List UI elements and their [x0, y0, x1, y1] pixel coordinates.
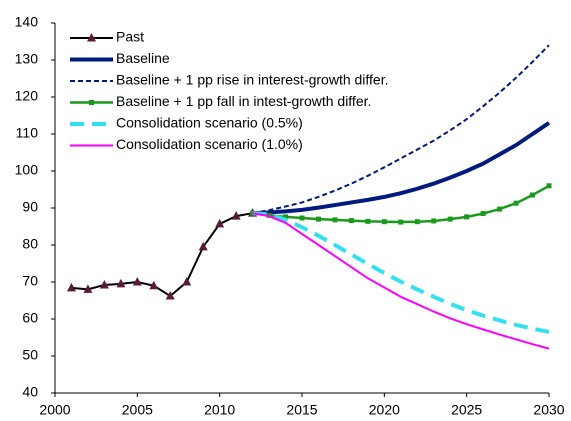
marker-triangle	[215, 218, 225, 228]
marker-triangle	[66, 282, 76, 292]
x-tick-label: 2010	[204, 402, 235, 418]
y-tick-label: 80	[22, 236, 38, 252]
marker-triangle	[87, 33, 96, 42]
series-line	[71, 212, 253, 298]
marker-triangle	[132, 277, 142, 286]
marker-triangle	[198, 241, 208, 251]
marker-square	[447, 216, 453, 222]
marker-square	[332, 217, 338, 223]
series-line	[252, 212, 550, 350]
x-tick-label: 2020	[369, 402, 400, 418]
marker-triangle	[182, 277, 192, 286]
marker-square	[431, 218, 437, 224]
legend-label: Consolidation scenario (1.0%)	[116, 136, 303, 152]
marker-square	[414, 219, 420, 225]
x-tick-label: 2005	[122, 402, 153, 418]
marker-square	[299, 215, 305, 221]
x-tick-label: 2030	[533, 402, 564, 418]
y-tick-label: 120	[15, 88, 39, 104]
legend-label: Consolidation scenario (0.5%)	[116, 115, 303, 131]
marker-triangle	[231, 211, 241, 220]
y-tick-label: 70	[22, 273, 38, 289]
marker-square	[89, 100, 94, 105]
legend-label: Baseline + 1 pp rise in interest-growth …	[116, 72, 389, 88]
marker-square	[398, 219, 404, 225]
y-tick-label: 140	[15, 14, 39, 30]
marker-square	[530, 192, 536, 198]
x-tick-label: 2000	[39, 402, 70, 418]
marker-square	[513, 200, 519, 206]
marker-triangle	[149, 280, 159, 290]
marker-square	[497, 206, 503, 212]
marker-triangle	[116, 278, 126, 288]
marker-square	[546, 183, 552, 189]
legend-label: Baseline	[116, 50, 170, 66]
series-line	[252, 211, 550, 334]
marker-square	[315, 216, 321, 222]
legend-label: Past	[116, 29, 144, 45]
y-tick-label: 100	[15, 162, 39, 178]
y-tick-label: 110	[16, 125, 39, 141]
series-line	[252, 44, 550, 215]
y-tick-label: 40	[22, 384, 38, 400]
marker-square	[464, 214, 470, 220]
y-tick-label: 90	[22, 199, 38, 215]
legend-label: Baseline + 1 pp fall in intest-growth di…	[116, 93, 371, 109]
x-tick-label: 2025	[451, 402, 482, 418]
marker-triangle	[99, 279, 109, 289]
series-line	[252, 121, 551, 216]
marker-triangle	[165, 291, 175, 300]
y-tick-label: 60	[22, 310, 38, 326]
x-tick-label: 2015	[286, 402, 317, 418]
y-tick-label: 50	[22, 347, 38, 363]
marker-square	[348, 218, 354, 224]
marker-square	[283, 214, 289, 220]
marker-triangle	[83, 284, 93, 293]
marker-square	[381, 219, 387, 225]
y-tick-label: 130	[15, 51, 39, 67]
marker-square	[365, 218, 371, 224]
marker-square	[480, 211, 486, 217]
